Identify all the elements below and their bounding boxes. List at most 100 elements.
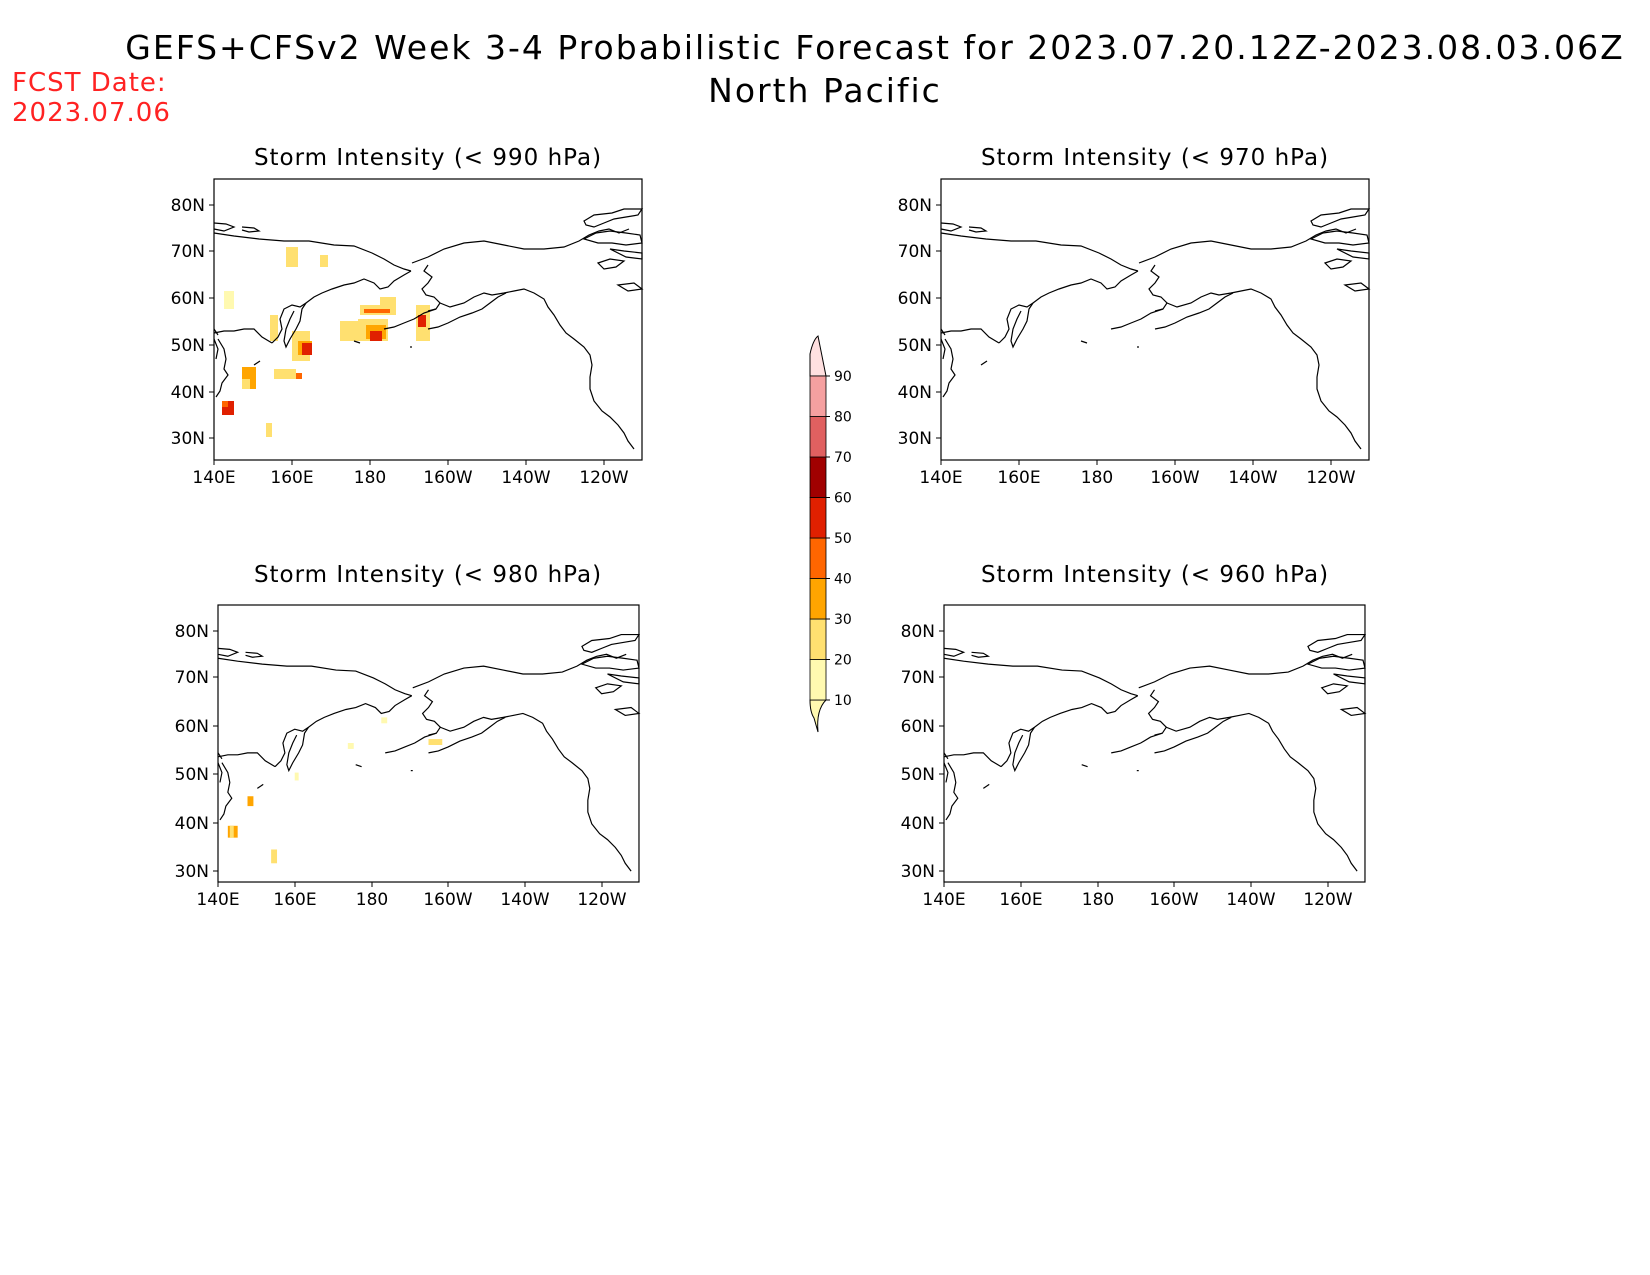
y-axis-970: 80N 70N 60N 50N 40N 30N [898, 196, 941, 449]
colorbar-bin [809, 375, 827, 417]
y-tick-60n: 60N [901, 717, 944, 737]
y-tick-30n: 30N [175, 862, 218, 882]
y-tick-30n: 30N [901, 862, 944, 882]
x-tick-160e: 160E [999, 882, 1043, 910]
forecast-date-value: 2023.07.06 [12, 98, 171, 128]
y-axis-960: 80N 70N 60N 50N 40N 30N [901, 622, 944, 882]
svg-text:40N: 40N [171, 383, 205, 403]
svg-text:160W: 160W [1150, 468, 1199, 488]
y-tick-50n: 50N [171, 336, 214, 356]
svg-text:70N: 70N [898, 242, 932, 262]
map-frame-960 [943, 604, 1366, 883]
svg-text:50N: 50N [898, 336, 932, 356]
y-tick-70n: 70N [898, 242, 941, 262]
x-tick-140w: 140W [501, 460, 551, 488]
colorbar-bin [809, 659, 827, 701]
colorbar-bin [809, 578, 827, 620]
svg-text:160W: 160W [423, 890, 472, 910]
panel-980: Storm Intensity (< 980 hPa) 80N 70N 60N … [175, 562, 640, 910]
svg-text:60N: 60N [898, 289, 932, 309]
x-axis-990: 140E 160E 180 160W 140W 120W [192, 460, 629, 488]
colorbar-label: 10 [834, 693, 852, 709]
forecast-date: FCST Date: 2023.07.06 [12, 68, 171, 128]
x-tick-120w: 120W [579, 460, 629, 488]
svg-text:140E: 140E [922, 890, 965, 910]
svg-text:140E: 140E [919, 468, 962, 488]
probability-shading-980 [227, 717, 443, 864]
x-tick-180: 180 [356, 882, 388, 910]
svg-text:120W: 120W [1303, 890, 1352, 910]
x-tick-180: 180 [1081, 460, 1113, 488]
x-tick-140e: 140E [192, 460, 236, 488]
y-tick-70n: 70N [901, 668, 944, 688]
panel-title-990: Storm Intensity (< 990 hPa) [254, 145, 602, 171]
y-tick-40n: 40N [175, 814, 218, 834]
y-tick-80n: 80N [175, 622, 218, 642]
colorbar: 10 20 30 40 50 60 70 80 90 [809, 335, 852, 733]
colorbar-bin [809, 456, 827, 498]
svg-text:80N: 80N [175, 622, 209, 642]
x-tick-140e: 140E [922, 882, 966, 910]
colorbar-bin [809, 416, 827, 458]
map-frame-970 [940, 178, 1370, 461]
svg-text:40N: 40N [901, 814, 935, 834]
svg-text:60N: 60N [171, 289, 205, 309]
x-tick-160e: 160E [273, 882, 317, 910]
x-tick-140w: 140W [1226, 882, 1276, 910]
x-tick-160w: 160W [1149, 882, 1199, 910]
y-tick-50n: 50N [901, 765, 944, 785]
svg-text:80N: 80N [901, 622, 935, 642]
y-tick-40n: 40N [898, 383, 941, 403]
svg-text:60N: 60N [175, 717, 209, 737]
svg-text:180: 180 [356, 890, 388, 910]
y-tick-30n: 30N [898, 429, 941, 449]
panel-990: Storm Intensity (< 990 hPa) [171, 145, 643, 488]
x-axis-970: 140E 160E 180 160W 140W 120W [919, 460, 1356, 488]
y-axis-990: 80N 70N 60N 50N 40N 30N [171, 196, 214, 449]
x-tick-140e: 140E [919, 460, 963, 488]
figure-title-line2: North Pacific [708, 71, 942, 110]
colorbar-label: 80 [834, 410, 852, 426]
x-tick-120w: 120W [577, 882, 627, 910]
x-tick-160w: 160W [1150, 460, 1200, 488]
svg-text:160E: 160E [273, 890, 316, 910]
panel-970: Storm Intensity (< 970 hPa) 80N 70N 60N … [898, 145, 1370, 488]
panel-title-960: Storm Intensity (< 960 hPa) [981, 562, 1329, 588]
figure-title: GEFS+CFSv2 Week 3-4 Probabilistic Foreca… [0, 28, 1650, 110]
y-tick-70n: 70N [175, 668, 218, 688]
colorbar-bin [809, 618, 827, 660]
colorbar-bottom-cap [809, 699, 828, 733]
colorbar-bin [809, 537, 827, 579]
svg-text:120W: 120W [1306, 468, 1355, 488]
y-axis-980: 80N 70N 60N 50N 40N 30N [175, 622, 218, 882]
y-tick-60n: 60N [175, 717, 218, 737]
svg-text:70N: 70N [171, 242, 205, 262]
y-tick-50n: 50N [898, 336, 941, 356]
svg-text:160W: 160W [423, 468, 472, 488]
colorbar-bins: 10 20 30 40 50 60 70 80 90 [809, 369, 852, 709]
svg-text:60N: 60N [901, 717, 935, 737]
x-tick-160e: 160E [270, 460, 314, 488]
colorbar-label: 70 [834, 450, 852, 466]
svg-text:80N: 80N [898, 196, 932, 216]
map-frame-990 [213, 178, 643, 461]
colorbar-bin [809, 497, 827, 539]
svg-text:120W: 120W [579, 468, 628, 488]
svg-text:70N: 70N [901, 668, 935, 688]
colorbar-label: 30 [834, 612, 852, 628]
svg-text:160W: 160W [1149, 890, 1198, 910]
x-axis-980: 140E 160E 180 160W 140W 120W [196, 882, 627, 910]
svg-text:140W: 140W [1226, 890, 1275, 910]
svg-text:160E: 160E [270, 468, 313, 488]
colorbar-label: 60 [834, 491, 852, 507]
svg-text:180: 180 [1081, 468, 1113, 488]
colorbar-top-cap [809, 335, 827, 377]
x-tick-160w: 160W [423, 882, 473, 910]
svg-text:180: 180 [1082, 890, 1114, 910]
svg-text:140E: 140E [196, 890, 239, 910]
svg-text:160E: 160E [999, 890, 1042, 910]
y-tick-50n: 50N [175, 765, 218, 785]
svg-text:70N: 70N [175, 668, 209, 688]
x-tick-140e: 140E [196, 882, 240, 910]
